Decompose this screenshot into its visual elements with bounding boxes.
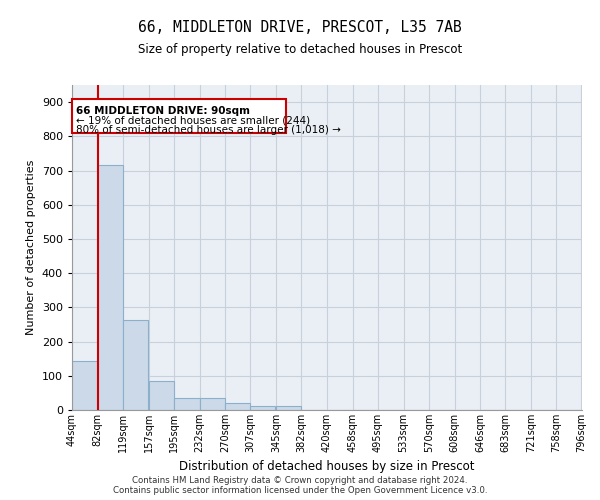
Bar	[98, 166, 123, 410]
Bar	[72, 98, 286, 133]
Bar	[123, 320, 148, 410]
Bar	[199, 398, 224, 410]
Text: 66, MIDDLETON DRIVE, PRESCOT, L35 7AB: 66, MIDDLETON DRIVE, PRESCOT, L35 7AB	[138, 20, 462, 35]
Bar	[225, 403, 250, 410]
Bar	[72, 361, 97, 410]
Text: Contains HM Land Registry data © Crown copyright and database right 2024.
Contai: Contains HM Land Registry data © Crown c…	[113, 476, 487, 495]
Text: Size of property relative to detached houses in Prescot: Size of property relative to detached ho…	[138, 42, 462, 56]
Y-axis label: Number of detached properties: Number of detached properties	[26, 160, 36, 335]
X-axis label: Distribution of detached houses by size in Prescot: Distribution of detached houses by size …	[179, 460, 475, 473]
Bar	[250, 406, 275, 410]
Bar	[276, 406, 301, 410]
Text: 80% of semi-detached houses are larger (1,018) →: 80% of semi-detached houses are larger (…	[76, 126, 341, 136]
Bar	[149, 382, 174, 410]
Text: 66 MIDDLETON DRIVE: 90sqm: 66 MIDDLETON DRIVE: 90sqm	[76, 106, 250, 116]
Text: ← 19% of detached houses are smaller (244): ← 19% of detached houses are smaller (24…	[76, 116, 310, 126]
Bar	[175, 398, 199, 410]
